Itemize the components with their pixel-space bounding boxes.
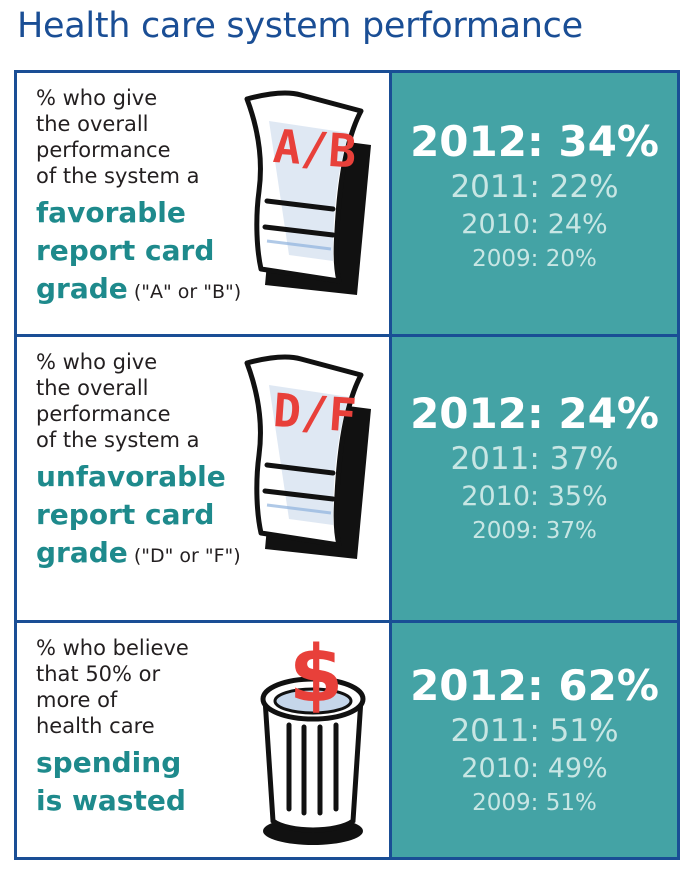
- question-intro: % who give the overall performance of th…: [36, 350, 200, 452]
- value-2011: 2011: 51%: [450, 713, 619, 749]
- values-cell: 2012: 34% 2011: 22% 2010: 24% 2009: 20%: [392, 73, 677, 334]
- grade-text: A/B: [271, 119, 358, 179]
- question-text: % who give the overall performance of th…: [36, 349, 256, 575]
- value-2010: 2010: 49%: [461, 753, 608, 784]
- question-text: % who give the overall performance of th…: [36, 85, 256, 311]
- question-intro: % who believe that 50% or more of health…: [36, 636, 189, 738]
- value-2011: 2011: 22%: [450, 169, 619, 205]
- page-title: Health care system performance: [17, 6, 583, 46]
- stats-table: % who give the overall performance of th…: [14, 70, 680, 860]
- description-cell: % who give the overall performance of th…: [17, 337, 389, 620]
- question-intro: % who give the overall performance of th…: [36, 86, 200, 188]
- table-row: % who give the overall performance of th…: [17, 337, 677, 620]
- table-row: % who believe that 50% or more of health…: [17, 623, 677, 857]
- trash-can-dollar-icon: $: [260, 630, 366, 845]
- year-values: 2012: 24% 2011: 37% 2010: 35% 2009: 37%: [392, 389, 677, 547]
- question-emphasis: spending is wasted: [36, 744, 256, 820]
- value-2009: 2009: 20%: [472, 246, 597, 272]
- question-text: % who believe that 50% or more of health…: [36, 635, 256, 820]
- value-2012: 2012: 62%: [410, 661, 659, 710]
- value-2011: 2011: 37%: [450, 441, 619, 477]
- report-card-icon: D/F: [244, 354, 371, 559]
- values-cell: 2012: 62% 2011: 51% 2010: 49% 2009: 51%: [392, 623, 677, 857]
- report-card-icon: A/B: [244, 90, 371, 295]
- description-cell: % who give the overall performance of th…: [17, 73, 389, 334]
- row-divider: [17, 620, 677, 623]
- description-cell: % who believe that 50% or more of health…: [17, 623, 389, 857]
- grade-suffix: ("A" or "B"): [127, 281, 242, 303]
- emphasis-text: unfavorable report card grade: [36, 460, 226, 569]
- emphasis-text: favorable report card grade: [36, 196, 215, 305]
- grade-suffix: ("D" or "F"): [127, 545, 241, 567]
- value-2009: 2009: 51%: [472, 790, 597, 816]
- column-divider: [389, 73, 392, 857]
- row-divider: [17, 334, 677, 337]
- grade-text: D/F: [271, 383, 358, 443]
- value-2012: 2012: 34%: [410, 117, 659, 166]
- value-2010: 2010: 24%: [461, 209, 608, 240]
- value-2010: 2010: 35%: [461, 481, 608, 512]
- table-row: % who give the overall performance of th…: [17, 73, 677, 334]
- question-emphasis: favorable report card grade ("A" or "B"): [36, 194, 256, 311]
- year-values: 2012: 34% 2011: 22% 2010: 24% 2009: 20%: [392, 117, 677, 275]
- values-cell: 2012: 24% 2011: 37% 2010: 35% 2009: 37%: [392, 337, 677, 620]
- value-2012: 2012: 24%: [410, 389, 659, 438]
- value-2009: 2009: 37%: [472, 518, 597, 544]
- emphasis-text: spending is wasted: [36, 746, 186, 817]
- dollar-sign: $: [289, 630, 343, 720]
- question-emphasis: unfavorable report card grade ("D" or "F…: [36, 458, 256, 575]
- year-values: 2012: 62% 2011: 51% 2010: 49% 2009: 51%: [392, 661, 677, 819]
